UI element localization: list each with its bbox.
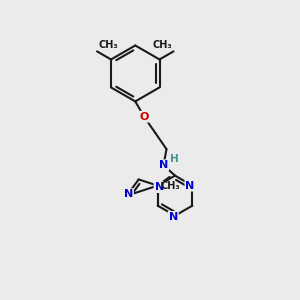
Text: CH₃: CH₃ <box>160 182 180 191</box>
Text: CH₃: CH₃ <box>152 40 172 50</box>
Text: N: N <box>154 182 164 192</box>
Text: N: N <box>124 189 133 199</box>
Text: N: N <box>169 212 178 222</box>
Text: N: N <box>185 181 195 190</box>
Text: H: H <box>170 154 179 164</box>
Text: CH₃: CH₃ <box>98 40 118 50</box>
Text: N: N <box>159 160 168 170</box>
Text: O: O <box>140 112 149 122</box>
